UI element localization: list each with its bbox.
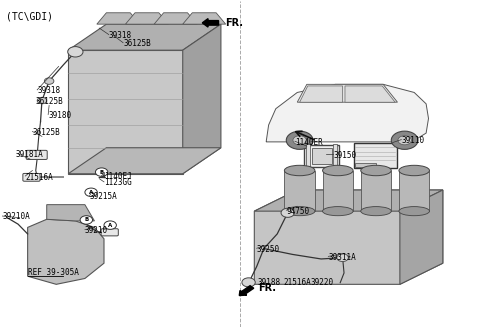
Polygon shape bbox=[68, 24, 221, 50]
FancyBboxPatch shape bbox=[356, 163, 375, 167]
Text: 39110: 39110 bbox=[401, 136, 424, 145]
Ellipse shape bbox=[323, 165, 353, 176]
FancyBboxPatch shape bbox=[23, 174, 40, 181]
Circle shape bbox=[37, 97, 47, 104]
Text: 1123GG: 1123GG bbox=[104, 178, 132, 187]
Circle shape bbox=[44, 78, 54, 84]
Polygon shape bbox=[47, 205, 95, 221]
Text: FR.: FR. bbox=[225, 18, 243, 28]
Text: (TC\GDI): (TC\GDI) bbox=[6, 11, 53, 21]
Circle shape bbox=[398, 136, 411, 145]
Text: 39150: 39150 bbox=[333, 151, 356, 160]
Polygon shape bbox=[400, 190, 443, 284]
Text: 39318: 39318 bbox=[37, 86, 60, 95]
Text: 36125B: 36125B bbox=[33, 128, 60, 137]
Text: B: B bbox=[99, 170, 104, 174]
FancyBboxPatch shape bbox=[26, 150, 47, 159]
Polygon shape bbox=[183, 24, 221, 174]
Text: 39250: 39250 bbox=[257, 245, 280, 254]
Text: 39220: 39220 bbox=[311, 278, 334, 287]
Polygon shape bbox=[323, 171, 353, 211]
Polygon shape bbox=[284, 171, 315, 211]
FancyArrow shape bbox=[240, 286, 254, 296]
Polygon shape bbox=[68, 50, 183, 174]
Polygon shape bbox=[125, 13, 168, 24]
Circle shape bbox=[96, 168, 108, 176]
Polygon shape bbox=[345, 86, 395, 102]
Text: 1140ER: 1140ER bbox=[295, 138, 323, 147]
Text: 39210A: 39210A bbox=[2, 212, 30, 221]
Ellipse shape bbox=[361, 165, 391, 176]
FancyBboxPatch shape bbox=[354, 143, 397, 168]
Circle shape bbox=[85, 188, 97, 196]
Text: 39318: 39318 bbox=[109, 31, 132, 40]
Text: 36125B: 36125B bbox=[123, 39, 151, 48]
Text: 39181A: 39181A bbox=[16, 150, 44, 159]
Text: 1140EJ: 1140EJ bbox=[104, 172, 132, 181]
Circle shape bbox=[281, 208, 294, 217]
FancyBboxPatch shape bbox=[304, 145, 339, 167]
FancyBboxPatch shape bbox=[312, 148, 332, 164]
Circle shape bbox=[80, 216, 93, 224]
Circle shape bbox=[286, 131, 313, 149]
Polygon shape bbox=[68, 148, 221, 174]
Ellipse shape bbox=[361, 207, 391, 216]
FancyBboxPatch shape bbox=[333, 145, 337, 168]
Text: 39180: 39180 bbox=[48, 112, 72, 120]
Text: 21516A: 21516A bbox=[25, 173, 53, 181]
Text: REF 39-305A: REF 39-305A bbox=[28, 268, 79, 277]
Polygon shape bbox=[183, 13, 226, 24]
Text: 39215A: 39215A bbox=[90, 192, 118, 201]
Text: B: B bbox=[84, 217, 88, 222]
Text: 21516A: 21516A bbox=[284, 278, 312, 287]
Circle shape bbox=[337, 254, 348, 261]
FancyBboxPatch shape bbox=[101, 229, 118, 236]
Ellipse shape bbox=[323, 207, 353, 216]
FancyBboxPatch shape bbox=[306, 145, 310, 168]
Ellipse shape bbox=[399, 207, 430, 216]
Text: FR.: FR. bbox=[258, 283, 276, 293]
Text: 94750: 94750 bbox=[286, 207, 310, 215]
Ellipse shape bbox=[399, 165, 430, 176]
Polygon shape bbox=[254, 190, 443, 284]
Polygon shape bbox=[266, 84, 429, 142]
Polygon shape bbox=[297, 84, 397, 102]
Text: 39188: 39188 bbox=[258, 278, 281, 287]
Polygon shape bbox=[28, 219, 104, 284]
Text: A: A bbox=[108, 223, 112, 228]
FancyArrow shape bbox=[202, 19, 218, 27]
Circle shape bbox=[391, 131, 418, 149]
Polygon shape bbox=[399, 171, 430, 211]
Circle shape bbox=[68, 47, 83, 57]
Text: 36125B: 36125B bbox=[36, 97, 63, 106]
Text: A: A bbox=[89, 190, 93, 195]
Circle shape bbox=[293, 136, 306, 145]
Ellipse shape bbox=[284, 207, 315, 216]
Polygon shape bbox=[154, 13, 197, 24]
Circle shape bbox=[104, 221, 116, 229]
Ellipse shape bbox=[284, 165, 315, 176]
Polygon shape bbox=[361, 171, 391, 211]
Circle shape bbox=[242, 278, 255, 287]
Text: 39311A: 39311A bbox=[328, 253, 356, 262]
Text: 39210: 39210 bbox=[85, 226, 108, 235]
Polygon shape bbox=[97, 13, 140, 24]
Polygon shape bbox=[300, 86, 343, 102]
Polygon shape bbox=[254, 190, 443, 211]
